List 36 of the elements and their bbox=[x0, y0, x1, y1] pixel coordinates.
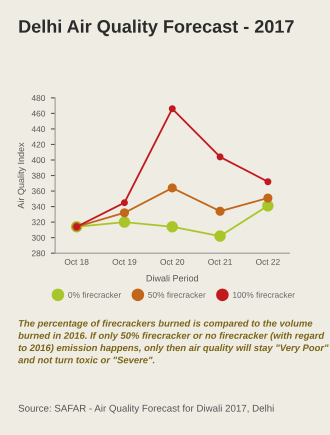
x-tick-label: Oct 21 bbox=[208, 258, 232, 265]
point bbox=[214, 230, 226, 242]
point bbox=[120, 208, 130, 218]
x-tick-label: Oct 22 bbox=[256, 258, 280, 265]
point bbox=[168, 183, 177, 193]
point bbox=[166, 221, 178, 232]
text: The percentage of firecrackers burned is compared to the volume burned in 2016. If only 50% firecracker or no firecracker (with regard to 2016) emission happens, only then air quality will stay "Very Poor" and not turn toxic or "Severe". bbox=[18, 320, 329, 364]
legend-label: 100% firecracker bbox=[233, 292, 295, 298]
point bbox=[264, 178, 272, 186]
point bbox=[120, 199, 128, 206]
y-tick-label: 280 bbox=[32, 250, 46, 256]
x-axis-title: Diwali Period bbox=[146, 274, 198, 282]
y-tick-label: 340 bbox=[32, 204, 46, 210]
point bbox=[118, 216, 130, 228]
x-tick-label: Oct 18 bbox=[64, 258, 89, 265]
point bbox=[262, 200, 274, 212]
source-note: Source: SAFAR - Air Quality Forecast for Diwali 2017, Delhi bbox=[18, 404, 274, 414]
x-tick-label: Oct 19 bbox=[112, 258, 136, 265]
point bbox=[216, 153, 224, 160]
chart-title: Delhi Air Quality Forecast - 2017 bbox=[19, 20, 294, 36]
x-tick-label: Oct 20 bbox=[160, 258, 184, 265]
y-tick-label: 480 bbox=[32, 95, 46, 101]
legend-label: 50% firecracker bbox=[148, 292, 206, 298]
y-tick-label: 300 bbox=[32, 234, 46, 241]
legend-label: 0% firecracker bbox=[68, 292, 122, 298]
y-tick-label: 320 bbox=[32, 219, 46, 226]
y-axis-title: Air Quality Index bbox=[18, 142, 26, 209]
y-tick-label: 360 bbox=[32, 188, 46, 194]
point bbox=[263, 193, 272, 203]
y-tick-label: 460 bbox=[32, 110, 46, 117]
point bbox=[215, 206, 225, 216]
y-tick-label: 420 bbox=[32, 142, 46, 148]
y-tick-label: 400 bbox=[32, 157, 46, 164]
y-tick-label: 440 bbox=[32, 126, 46, 132]
point bbox=[168, 105, 176, 112]
y-tick-label: 380 bbox=[32, 172, 46, 179]
